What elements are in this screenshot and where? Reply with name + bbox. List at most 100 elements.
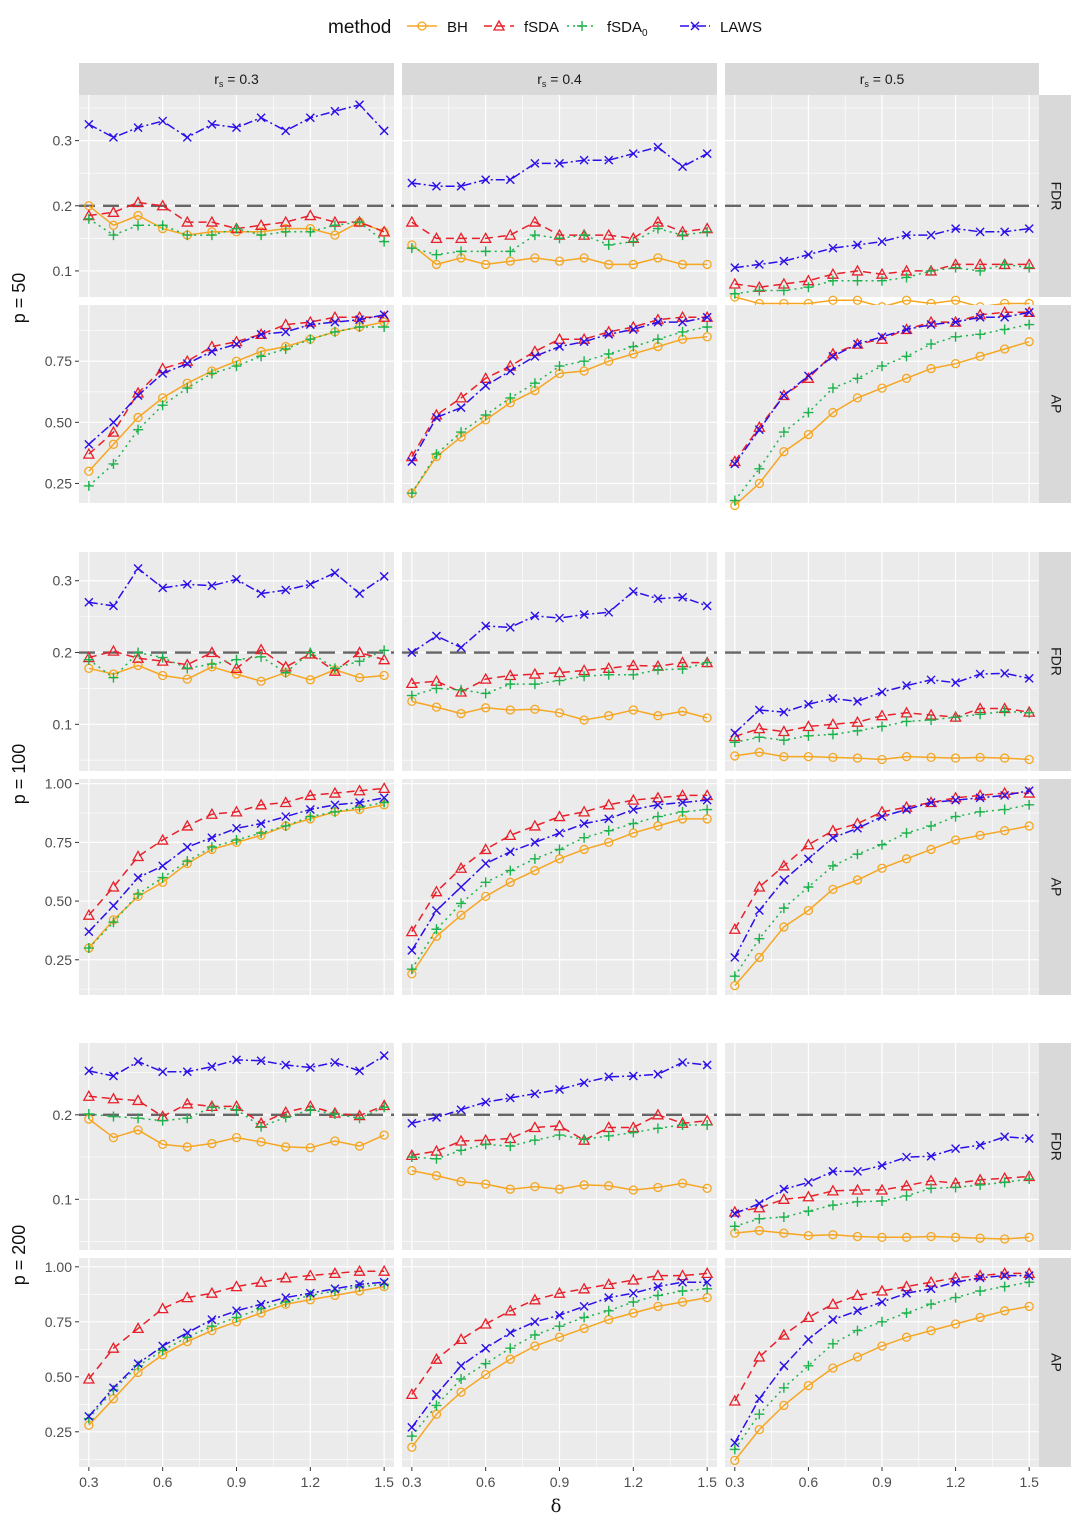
point-LAWS bbox=[407, 1422, 417, 1432]
point-BH bbox=[407, 1165, 417, 1176]
point-LAWS bbox=[754, 905, 764, 915]
point-fSDA0 bbox=[456, 246, 467, 257]
y-tick-label: 0.2 bbox=[53, 198, 73, 214]
point-fSDA bbox=[875, 1183, 889, 1195]
point-fSDA0 bbox=[702, 657, 713, 668]
point-fSDA0 bbox=[329, 663, 340, 674]
point-fSDA0 bbox=[652, 1290, 663, 1301]
point-fSDA bbox=[181, 1097, 194, 1109]
point-BH bbox=[1000, 753, 1010, 763]
point-fSDA bbox=[826, 717, 840, 729]
point-fSDA0 bbox=[108, 1385, 119, 1395]
panel-FDR-p50-col3 bbox=[725, 95, 1039, 312]
point-fSDA0 bbox=[579, 1134, 590, 1145]
point-fSDA bbox=[353, 1264, 366, 1276]
point-LAWS bbox=[158, 368, 168, 378]
point-fSDA0 bbox=[157, 652, 168, 663]
row-strip-FDR bbox=[1039, 552, 1071, 771]
series-fSDA bbox=[82, 782, 391, 920]
point-fSDA0 bbox=[1024, 262, 1035, 273]
point-LAWS bbox=[355, 797, 365, 807]
point-BH bbox=[579, 1180, 589, 1190]
point-LAWS bbox=[678, 592, 688, 602]
point-BH bbox=[354, 1141, 365, 1151]
point-LAWS bbox=[232, 574, 241, 584]
point-fSDA0 bbox=[231, 835, 242, 846]
point-fSDA0 bbox=[729, 737, 740, 748]
point-BH bbox=[182, 1142, 192, 1152]
point-LAWS bbox=[754, 1199, 764, 1209]
point-LAWS bbox=[690, 21, 700, 31]
point-fSDA bbox=[479, 371, 492, 383]
column-strip-subscript: s bbox=[219, 79, 224, 89]
series-line-fSDA bbox=[734, 263, 1030, 288]
point-BH bbox=[779, 1228, 789, 1238]
point-BH bbox=[554, 1332, 565, 1342]
point-fSDA bbox=[107, 880, 120, 892]
row-strip-AP bbox=[1039, 1258, 1071, 1467]
point-LAWS bbox=[951, 795, 961, 805]
column-strip-3 bbox=[725, 63, 1039, 95]
point-fSDA bbox=[553, 810, 566, 822]
point-LAWS bbox=[702, 149, 712, 159]
point-BH bbox=[754, 1424, 764, 1435]
point-fSDA0 bbox=[603, 1305, 614, 1316]
point-fSDA0 bbox=[379, 322, 390, 332]
series-LAWS bbox=[84, 1051, 389, 1081]
point-LAWS bbox=[730, 459, 740, 469]
point-fSDA0 bbox=[803, 1360, 814, 1371]
series-fSDA0 bbox=[406, 1283, 713, 1442]
point-fSDA bbox=[181, 215, 194, 227]
point-BH bbox=[604, 711, 614, 721]
point-BH bbox=[779, 1400, 789, 1411]
point-fSDA0 bbox=[256, 828, 267, 838]
point-LAWS bbox=[355, 589, 365, 599]
point-fSDA bbox=[205, 215, 218, 227]
point-LAWS bbox=[456, 181, 466, 191]
point-LAWS bbox=[877, 332, 887, 342]
point-fSDA bbox=[255, 218, 268, 230]
point-fSDA bbox=[156, 654, 169, 666]
point-LAWS bbox=[1000, 1271, 1010, 1281]
point-fSDA0 bbox=[901, 351, 912, 362]
point-BH bbox=[505, 256, 515, 266]
group-labels: p = 50 p = 100 p = 200 bbox=[9, 273, 29, 1286]
point-BH bbox=[901, 854, 912, 864]
point-LAWS bbox=[431, 412, 441, 422]
point-LAWS bbox=[355, 315, 365, 325]
point-LAWS bbox=[628, 1288, 638, 1298]
x-axis: 0.3 0.6 0.9 1.2 1.5 0.3 0.6 0.9 1.2 1.5 0.3 0.6 0.9 1… bbox=[79, 1467, 1039, 1517]
point-LAWS bbox=[1000, 790, 1010, 800]
point-fSDA0 bbox=[877, 1316, 887, 1327]
point-LAWS bbox=[604, 329, 614, 339]
point-fSDA0 bbox=[803, 730, 814, 741]
point-BH bbox=[354, 673, 365, 683]
point-BH bbox=[530, 253, 540, 263]
point-LAWS bbox=[975, 793, 985, 803]
point-BH bbox=[604, 837, 614, 848]
point-BH bbox=[417, 21, 427, 31]
point-BH bbox=[1000, 344, 1010, 354]
point-fSDA0 bbox=[702, 226, 713, 237]
point-LAWS bbox=[182, 842, 192, 852]
point-fSDA bbox=[279, 796, 292, 808]
point-LAWS bbox=[207, 119, 217, 129]
point-fSDA0 bbox=[280, 1297, 291, 1307]
point-fSDA bbox=[279, 215, 292, 227]
point-fSDA0 bbox=[305, 226, 316, 237]
point-fSDA bbox=[405, 677, 418, 689]
point-fSDA0 bbox=[529, 230, 540, 241]
point-fSDA bbox=[378, 653, 391, 665]
point-BH bbox=[330, 230, 340, 240]
point-LAWS bbox=[653, 800, 663, 810]
point-fSDA0 bbox=[827, 383, 838, 394]
series-fSDA0 bbox=[729, 319, 1035, 506]
point-LAWS bbox=[555, 158, 564, 168]
series-BH bbox=[730, 337, 1034, 511]
point-fSDA0 bbox=[677, 664, 688, 675]
point-fSDA bbox=[553, 1119, 566, 1131]
point-LAWS bbox=[754, 705, 764, 715]
point-fSDA0 bbox=[652, 811, 663, 822]
point-fSDA bbox=[826, 1297, 840, 1309]
point-BH bbox=[653, 1182, 663, 1193]
